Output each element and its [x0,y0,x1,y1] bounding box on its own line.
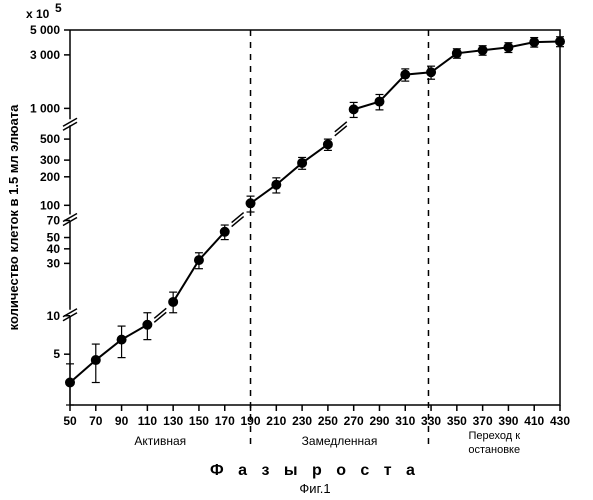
data-marker [169,297,178,306]
phase-label: Переход к [468,430,520,442]
data-marker [375,97,384,106]
y-multiplier-exp: 5 [55,1,62,15]
data-marker [556,37,565,46]
y-tick-label: 200 [40,170,60,184]
y-tick-label: 1 000 [30,101,60,115]
y-tick-label: 70 [47,214,61,228]
data-marker [452,49,461,58]
x-tick-label: 130 [163,414,183,428]
y-tick-label: 5 000 [30,23,60,37]
x-tick-label: 270 [344,414,364,428]
data-marker [66,378,75,387]
data-marker [530,38,539,47]
x-tick-label: 170 [215,414,235,428]
x-tick-label: 290 [369,414,389,428]
x-tick-label: 50 [63,414,77,428]
data-marker [194,256,203,265]
y-tick-label: 100 [40,198,60,212]
phase-label: остановке [468,444,520,456]
x-tick-label: 390 [498,414,518,428]
x-tick-label: 90 [115,414,129,428]
data-line [251,144,328,203]
y-axis-title: количество клеток в 1.5 мл элюата [6,104,21,330]
data-marker [401,70,410,79]
data-marker [323,140,332,149]
data-marker [91,356,100,365]
x-tick-label: 350 [447,414,467,428]
phase-label: Замедленная [302,434,378,448]
data-marker [117,335,126,344]
data-marker [220,227,229,236]
y-tick-label: 3 000 [30,48,60,62]
data-marker [272,180,281,189]
data-line [70,325,147,383]
x-tick-label: 330 [421,414,441,428]
x-tick-label: 110 [138,414,158,428]
y-multiplier: x 10 [26,7,50,21]
x-tick-label: 70 [89,414,103,428]
x-tick-label: 210 [266,414,286,428]
x-tick-label: 250 [318,414,338,428]
data-marker [427,68,436,77]
y-tick-label: 5 [53,347,60,361]
data-marker [478,46,487,55]
phase-label: Активная [134,434,186,448]
x-axis-title: Ф а з ы р о с т а [210,462,420,479]
data-marker [349,105,358,114]
y-tick-label: 30 [47,256,61,270]
chart-svg: 510304050701002003005001 0003 0005 000x … [0,0,593,500]
data-marker [298,158,307,167]
y-tick-label: 500 [40,132,60,146]
data-marker [143,320,152,329]
y-tick-label: 10 [47,309,61,323]
x-tick-label: 370 [473,414,493,428]
growth-chart: 510304050701002003005001 0003 0005 000x … [0,0,593,500]
x-tick-label: 410 [524,414,544,428]
x-tick-label: 430 [550,414,570,428]
x-tick-label: 230 [292,414,312,428]
x-tick-label: 150 [189,414,209,428]
x-tick-label: 310 [395,414,415,428]
y-tick-label: 50 [47,231,61,245]
data-marker [504,43,513,52]
data-marker [246,199,255,208]
y-tick-label: 300 [40,153,60,167]
figure-label: Фиг.1 [299,481,330,496]
